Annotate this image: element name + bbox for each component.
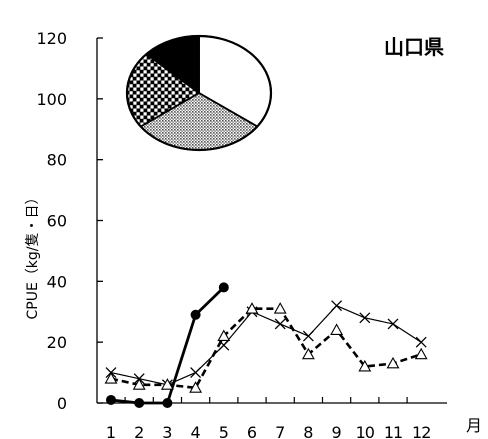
x-tick-label: 1 [106,423,116,439]
y-axis-title: CPUE（kg/隻・日） [25,190,41,319]
series [104,282,428,408]
y-tick-label: 80 [47,151,67,170]
x-axis-title: 月 [466,416,482,435]
x-tick-label: 5 [219,423,229,439]
data-point [387,318,399,330]
x-tick-label: 6 [247,423,257,439]
data-point [331,300,343,312]
data-point [274,318,286,330]
data-point [190,309,201,320]
data-point [301,347,315,360]
y-tick-label: 0 [57,394,67,413]
data-point [358,359,372,372]
data-point [273,302,287,314]
data-point [104,372,118,384]
series-1 [106,282,229,408]
data-point [106,394,116,405]
data-point [218,282,229,293]
x-tick-label: 10 [356,423,375,439]
series-2 [105,300,427,391]
x-tick-label: 8 [303,423,313,439]
y-tick-label: 60 [47,212,67,231]
data-point [162,398,173,408]
data-point [415,336,427,348]
y-tick-label: 40 [47,272,67,291]
x-tick-label: 12 [412,423,430,439]
data-point [189,381,203,393]
data-point [245,302,259,314]
data-point [217,329,231,342]
y-ticks: 0 20 40 60 80 100 120 [36,29,103,413]
y-tick-label: 100 [36,90,67,109]
data-point [302,330,314,342]
data-point [414,347,428,360]
series-3 [104,302,428,393]
data-point [132,378,146,390]
pie-outline [125,34,273,152]
data-point [160,378,174,390]
y-tick-label: 20 [47,333,67,352]
x-tick-label: 3 [162,423,172,439]
x-tick-label: 9 [332,423,342,439]
data-point [386,356,400,369]
data-point [359,312,371,324]
x-tick-label: 2 [134,423,144,439]
data-point [190,367,202,379]
x-tick-label: 4 [191,423,201,439]
inset-pie-chart [125,34,273,152]
x-tick-label: 11 [384,423,402,439]
y-tick-label: 120 [36,29,67,48]
data-point [330,323,344,335]
series-line [110,307,422,390]
chart-title: 山口県 [384,35,444,59]
data-point [134,398,145,408]
series-line [110,305,422,386]
x-tick-label: 7 [275,423,285,439]
x-ticks: 1 2 3 4 5 6 7 8 9 10 11 12 [106,397,431,439]
